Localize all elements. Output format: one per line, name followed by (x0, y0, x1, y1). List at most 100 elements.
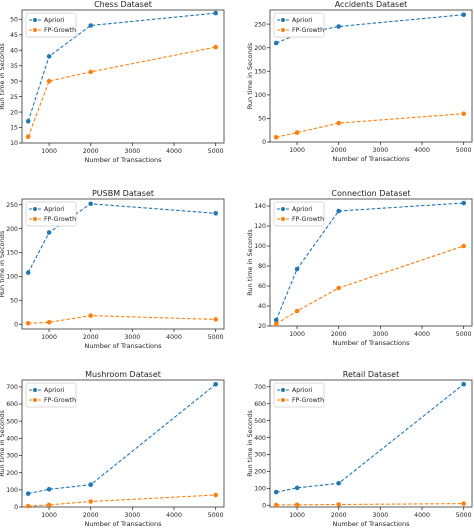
data-point (88, 499, 93, 504)
data-point (88, 201, 93, 207)
y-tick-label: 100 (254, 486, 266, 493)
series-line (28, 315, 216, 324)
data-point (336, 502, 342, 507)
data-point (461, 12, 467, 17)
series-line (27, 46, 216, 137)
series-line (27, 203, 216, 273)
data-point (461, 200, 467, 206)
y-tick-label: 100 (6, 274, 18, 281)
data-point (46, 320, 52, 325)
y-axis-label: Run time in Seconds (0, 43, 6, 110)
legend-label: FP-Growth (44, 27, 76, 34)
y-tick-label: 200 (6, 470, 18, 477)
x-tick-label: 4000 (414, 147, 430, 154)
y-tick-label: 500 (6, 418, 18, 425)
data-point (88, 482, 93, 488)
y-axis-label: Run time in Seconds (0, 230, 6, 297)
y-tick-label: 40 (258, 303, 266, 310)
y-axis-label: Run time in Seconds (246, 42, 254, 109)
legend-label: Apriori (292, 17, 313, 24)
y-tick-label: 300 (6, 453, 18, 460)
y-tick-label: 120 (254, 223, 266, 230)
y-tick-label: 150 (6, 250, 18, 257)
data-point (46, 78, 52, 84)
series-line (275, 202, 464, 321)
y-tick-label: 15 (10, 125, 18, 132)
y-tick-label: 50 (10, 298, 18, 305)
data-point (46, 487, 52, 492)
plot-frame (21, 198, 225, 330)
y-tick-label: 250 (254, 21, 266, 28)
y-tick-label: 0 (262, 139, 266, 146)
data-point (273, 40, 279, 46)
x-axis-label: Number of Transactions (332, 155, 410, 163)
x-tick-label: 5000 (456, 512, 472, 519)
legend-box (273, 382, 325, 408)
data-point (25, 321, 31, 326)
data-point (273, 317, 279, 323)
plot-frame (21, 9, 225, 144)
y-tick-label: 0 (262, 503, 266, 510)
series-line (28, 383, 217, 495)
y-axis-label: Run time in Seconds (246, 229, 254, 296)
y-tick-label: 150 (254, 68, 266, 75)
data-point (294, 502, 300, 508)
y-tick-label: 50 (10, 16, 18, 23)
data-point (294, 130, 300, 135)
legend-swatch-marker (281, 28, 285, 32)
y-tick-label: 700 (6, 384, 18, 391)
series-line (275, 14, 464, 44)
data-point (88, 313, 93, 318)
y-tick-label: 700 (254, 384, 266, 391)
series-line (28, 494, 216, 507)
chart-panel: Mushroom Dataset 1000 2000 3000 4000 5000 0 100… (0, 370, 225, 528)
series-line (276, 503, 464, 506)
data-point (461, 501, 467, 506)
data-point (294, 308, 300, 314)
legend-box (25, 201, 77, 227)
chart-title: Chess Dataset (94, 0, 152, 9)
x-axis-label: Number of Transactions (332, 520, 410, 528)
data-point (336, 285, 342, 291)
x-tick-label: 1000 (41, 148, 57, 155)
x-tick-label: 3000 (124, 334, 140, 341)
x-tick-label: 1000 (289, 331, 305, 338)
data-point (294, 485, 300, 491)
legend-swatch-marker (281, 207, 285, 211)
data-point (336, 208, 342, 214)
y-tick-label: 50 (258, 116, 266, 123)
chart-title: Connection Dataset (331, 189, 410, 198)
legend-label: Apriori (44, 387, 65, 394)
data-point (88, 69, 93, 75)
x-tick-label: 4000 (166, 148, 182, 155)
legend-label: FP-Growth (44, 216, 76, 223)
x-tick-label: 5000 (456, 331, 472, 338)
legend-label: FP-Growth (292, 216, 324, 223)
x-axis-label: Number of Transactions (84, 342, 162, 350)
y-tick-label: 10 (10, 140, 18, 147)
legend-label: Apriori (44, 17, 65, 24)
y-tick-label: 80 (258, 263, 266, 270)
y-tick-label: 500 (254, 418, 266, 425)
legend-swatch-marker (33, 388, 37, 392)
chart-panel: Retail Dataset 1000 2000 3000 4000 5000 0 100 20… (246, 370, 473, 528)
x-tick-label: 3000 (372, 147, 388, 154)
data-point (213, 10, 218, 16)
x-tick-label: 2000 (331, 512, 347, 519)
data-point (461, 243, 467, 249)
series-line (275, 245, 464, 325)
data-point (213, 211, 218, 216)
chart-panel: Connection Dataset 1000 2000 3000 4000 5000 20… (246, 189, 473, 347)
y-tick-label: 250 (6, 202, 18, 209)
data-point (88, 23, 93, 28)
y-tick-label: 300 (254, 452, 266, 459)
data-point (25, 119, 31, 124)
y-tick-label: 40 (10, 47, 18, 54)
chart-title: Accidents Dataset (335, 0, 408, 9)
data-point (461, 111, 467, 116)
y-tick-label: 45 (10, 32, 18, 39)
data-point (336, 24, 342, 29)
y-tick-label: 100 (254, 243, 266, 250)
y-tick-label: 140 (254, 203, 266, 210)
legend-label: FP-Growth (292, 397, 324, 404)
